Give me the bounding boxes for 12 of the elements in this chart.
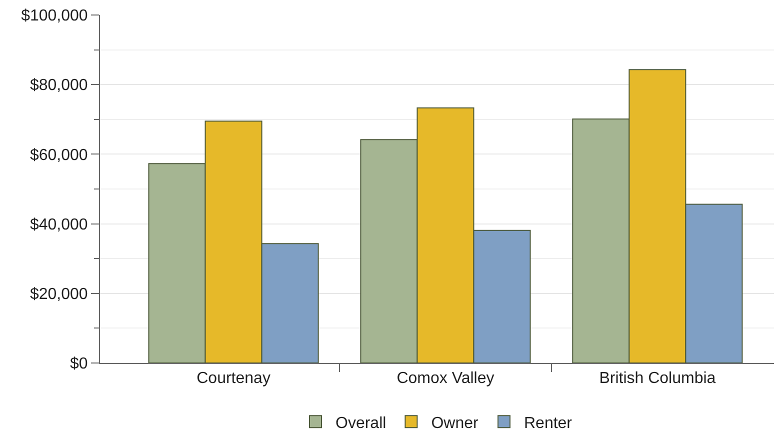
y-tick-label: $0 [70,356,88,373]
legend-label: Renter [524,414,573,432]
y-tick-label: $40,000 [30,216,88,234]
legend-label: Owner [431,414,479,432]
y-tick-label: $20,000 [30,286,88,303]
x-tick-label: Comox Valley [396,370,494,388]
x-tick-label: Courtenay [196,370,270,388]
y-tick-label: $100,000 [21,8,88,25]
y-tick-label: $80,000 [30,77,88,94]
x-tick-label: British Columbia [599,370,716,388]
y-tick-label: $60,000 [30,146,88,164]
legend-label: Overall [336,414,386,432]
